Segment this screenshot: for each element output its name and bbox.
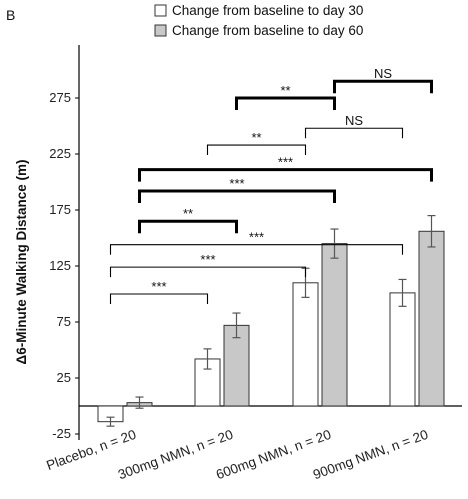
significance-label: ***: [229, 176, 244, 191]
legend-label-day30: Change from baseline to day 30: [172, 3, 363, 18]
significance-bracket: [109, 244, 404, 255]
significance-label: NS: [345, 113, 363, 128]
significance-brackets: NS**NS*******************: [109, 66, 433, 304]
y-axis-label: Δ6-Minute Walking Distance (m): [14, 160, 29, 365]
y-tick-label: 75: [57, 314, 71, 329]
y-tick-label: 175: [49, 202, 71, 217]
y-tick-label: 125: [49, 258, 71, 273]
bar: [389, 292, 416, 407]
panel-label: B: [6, 7, 15, 23]
significance-label: ***: [151, 279, 166, 294]
bar: [292, 282, 319, 407]
significance-bracket: [206, 144, 307, 156]
legend-swatch-day60: [154, 24, 167, 37]
legend-label-day60: Change from baseline to day 60: [172, 23, 363, 38]
bars: [97, 215, 445, 427]
bar: [321, 243, 348, 407]
significance-label: ***: [278, 155, 293, 170]
significance-bracket: [304, 127, 404, 139]
significance-bracket: [138, 189, 336, 203]
significance-label: **: [251, 130, 261, 145]
significance-label: ***: [200, 252, 215, 267]
significance-label: **: [183, 206, 193, 221]
significance-bracket: [235, 96, 336, 110]
bar: [418, 230, 445, 407]
legend: Change from baseline to day 30 Change fr…: [154, 3, 363, 38]
y-tick-label: 275: [49, 90, 71, 105]
significance-label: ***: [249, 230, 264, 245]
y-tick-label: 225: [49, 146, 71, 161]
significance-label: **: [280, 83, 290, 98]
significance-bracket: [333, 79, 433, 94]
y-tick-label: 25: [57, 370, 71, 385]
significance-label: NS: [374, 66, 392, 81]
bar: [223, 324, 250, 407]
significance-bracket: [138, 168, 433, 182]
y-tick-label: -25: [52, 426, 71, 441]
legend-swatch-day30: [154, 4, 167, 17]
significance-bracket: [109, 266, 307, 278]
significance-bracket: [109, 293, 209, 304]
significance-bracket: [138, 219, 238, 234]
